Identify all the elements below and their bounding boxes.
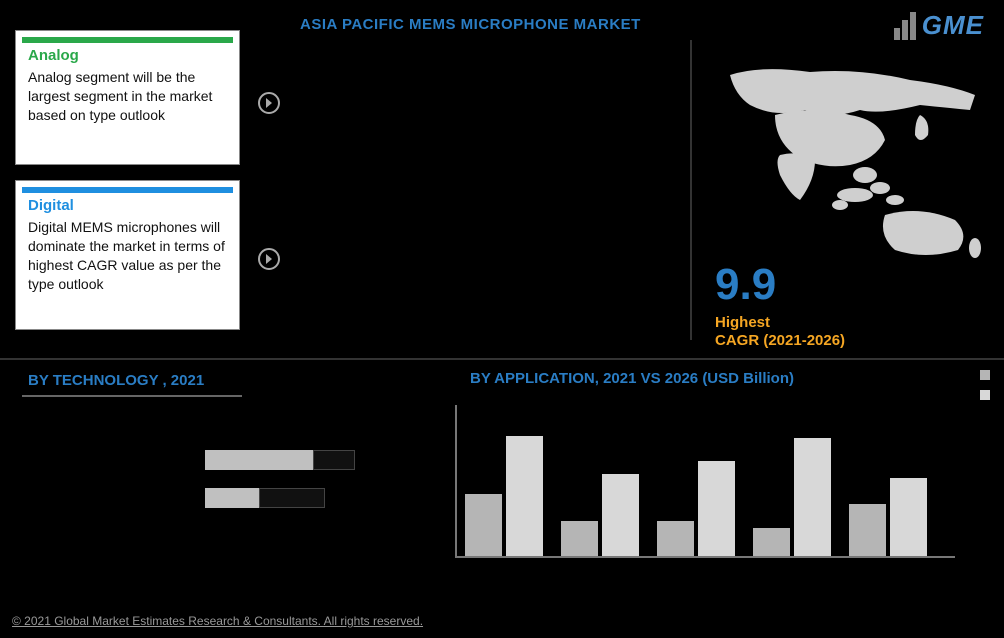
bar-group (753, 438, 831, 556)
bar-series-a (849, 504, 886, 556)
bar-series-b (890, 478, 927, 556)
card-analog: Analog Analog segment will be the larges… (15, 30, 240, 165)
legend-swatch (980, 370, 990, 380)
application-bar-chart (445, 405, 955, 570)
chevron-right-icon (258, 92, 280, 114)
bar-series-a (657, 521, 694, 556)
technology-bar-chart (205, 450, 365, 526)
tech-bar-empty (313, 450, 355, 470)
logo: GME (894, 10, 984, 41)
cagr-label-period: CAGR (2021-2026) (715, 332, 845, 349)
card-title: Analog (16, 47, 239, 68)
chevron-right-icon (258, 248, 280, 270)
bar-series-a (465, 494, 502, 556)
tech-bar-row (205, 488, 325, 508)
card-body: Analog segment will be the largest segme… (16, 68, 239, 139)
legend-swatch (980, 390, 990, 400)
chart-bars (465, 436, 927, 556)
application-section-title: BY APPLICATION, 2021 VS 2026 (USD Billio… (470, 370, 794, 387)
divider-vertical (690, 40, 692, 340)
card-body: Digital MEMS microphones will dominate t… (16, 218, 239, 308)
bar-group (657, 461, 735, 556)
cagr-value: 9.9 (715, 260, 776, 310)
bar-series-a (561, 521, 598, 556)
chart-x-axis (455, 556, 955, 558)
logo-text: GME (922, 10, 984, 41)
bar-series-a (753, 528, 790, 556)
bar-series-b (506, 436, 543, 556)
card-title: Digital (16, 197, 239, 218)
card-accent-bar (22, 37, 233, 43)
chart-legend (980, 370, 990, 400)
chart-y-axis (455, 405, 457, 558)
tech-bar-row (205, 450, 355, 470)
bar-series-b (698, 461, 735, 556)
card-digital: Digital Digital MEMS microphones will do… (15, 180, 240, 330)
footer-copyright: © 2021 Global Market Estimates Research … (12, 614, 423, 628)
tech-bar-filled (205, 488, 259, 508)
tech-bar-filled (205, 450, 313, 470)
bar-series-b (602, 474, 639, 556)
technology-section-title: BY TECHNOLOGY , 2021 (28, 372, 204, 389)
bar-group (465, 436, 543, 556)
bar-group (561, 474, 639, 556)
card-accent-bar (22, 187, 233, 193)
bar-series-b (794, 438, 831, 556)
cagr-label-highest: Highest (715, 314, 770, 331)
bar-group (849, 478, 927, 556)
tech-bar-empty (259, 488, 325, 508)
page-title: ASIA PACIFIC MEMS MICROPHONE MARKET (300, 16, 641, 33)
asia-pacific-map-icon (720, 60, 990, 260)
divider-horizontal (0, 358, 1004, 360)
title-underline (22, 395, 242, 397)
logo-bars-icon (894, 12, 916, 40)
